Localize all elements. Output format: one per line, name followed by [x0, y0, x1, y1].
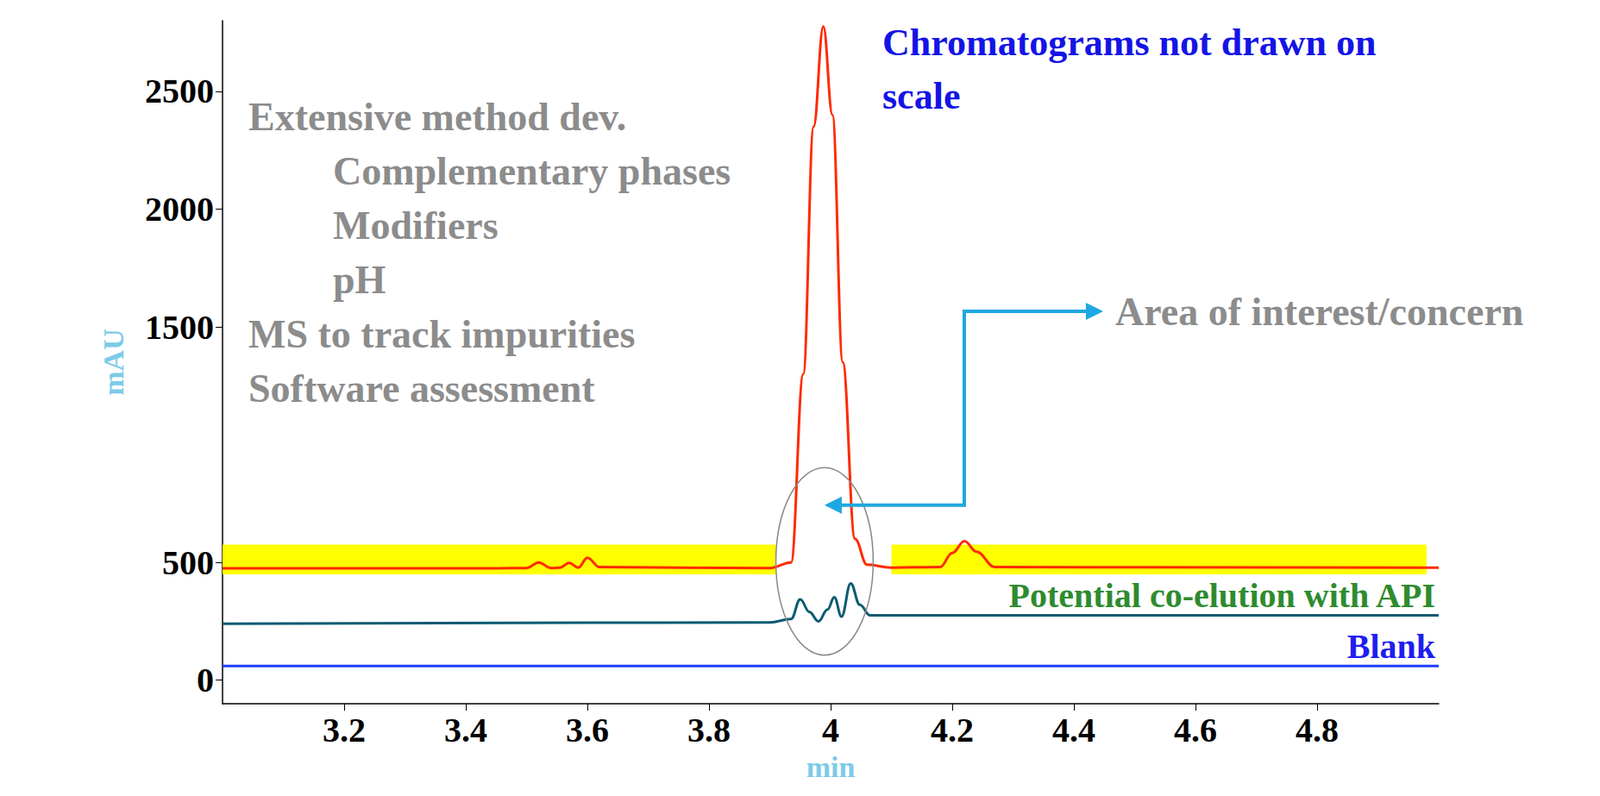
svg-text:4.2: 4.2	[930, 710, 974, 750]
svg-text:Complementary phases: Complementary phases	[332, 149, 731, 194]
svg-text:2000: 2000	[144, 189, 214, 229]
svg-text:4.8: 4.8	[1295, 710, 1339, 750]
svg-text:4: 4	[821, 710, 840, 750]
svg-text:3.2: 3.2	[322, 710, 366, 750]
svg-text:4.6: 4.6	[1173, 710, 1218, 750]
svg-text:500: 500	[162, 543, 214, 583]
svg-text:Chromatograms not drawn on: Chromatograms not drawn on	[882, 21, 1386, 64]
svg-text:Area of interest/concern: Area of interest/concern	[1115, 289, 1524, 334]
svg-text:4.4: 4.4	[1052, 710, 1096, 750]
svg-text:0: 0	[196, 660, 214, 700]
svg-text:2500: 2500	[144, 71, 214, 111]
svg-text:Software assessment: Software assessment	[248, 366, 596, 411]
svg-text:mAU: mAU	[97, 328, 130, 396]
svg-text:3.4: 3.4	[444, 710, 488, 750]
svg-text:Blank: Blank	[1347, 627, 1437, 666]
svg-text:3.8: 3.8	[687, 710, 731, 750]
svg-text:Potential co-elution with API: Potential co-elution with API	[1009, 576, 1436, 615]
svg-text:Modifiers: Modifiers	[332, 203, 499, 248]
svg-text:Extensive method dev.: Extensive method dev.	[248, 94, 627, 139]
svg-text:3.6: 3.6	[565, 710, 609, 750]
svg-text:scale: scale	[882, 75, 960, 118]
svg-text:pH: pH	[332, 257, 387, 302]
svg-text:min: min	[806, 751, 856, 784]
svg-text:1500: 1500	[144, 307, 214, 347]
svg-text:MS to track impurities: MS to track impurities	[248, 312, 635, 357]
